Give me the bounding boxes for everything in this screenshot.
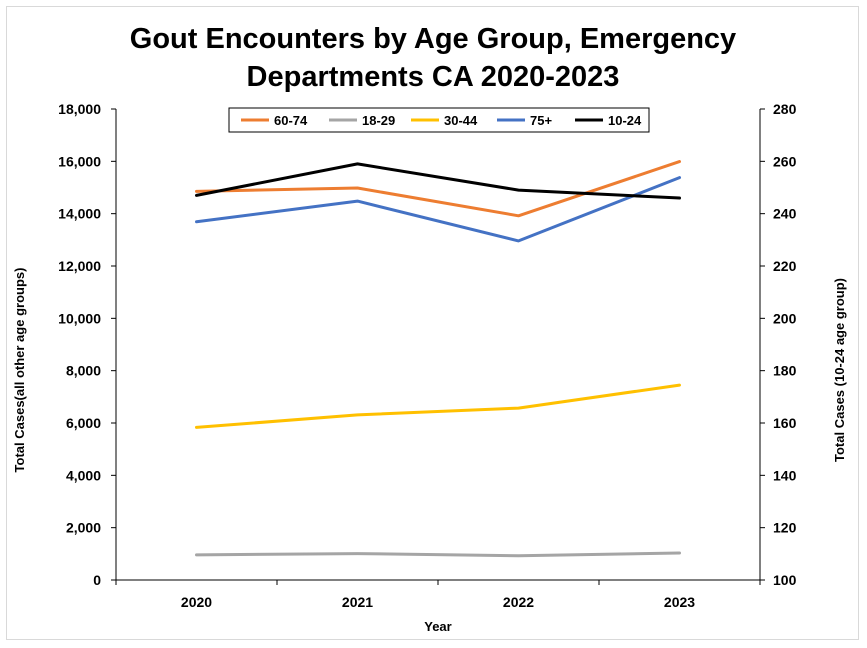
legend-label-60-74: 60-74	[274, 113, 308, 128]
right-y-tick-label: 180	[773, 363, 797, 379]
legend-label-10-24: 10-24	[608, 113, 642, 128]
series-line-75+	[195, 176, 681, 243]
left-y-ticks: 0 2,000 4,000 6,000 8,000 10,000 12,000 14,000 1…	[58, 101, 116, 588]
series-line-10-24	[195, 162, 681, 200]
series-lines	[195, 160, 681, 558]
right-y-tick-label: 100	[773, 572, 797, 588]
right-y-tick-label: 240	[773, 206, 797, 222]
right-y-tick-label: 140	[773, 467, 797, 483]
right-y-tick-label: 160	[773, 415, 797, 431]
series-line-60-74	[195, 160, 681, 218]
axes	[115, 109, 761, 581]
left-y-tick-label: 0	[93, 572, 101, 588]
right-y-tick-label: 220	[773, 258, 797, 274]
left-y-tick-label: 6,000	[66, 415, 101, 431]
x-tick-label: 2022	[503, 594, 534, 610]
left-y-tick-label: 18,000	[58, 101, 101, 117]
legend-label-30-44: 30-44	[444, 113, 478, 128]
legend: 60-74 18-29 30-44 75+ 10-24	[228, 107, 650, 133]
x-tick-label: 2020	[181, 594, 212, 610]
left-y-tick-label: 14,000	[58, 206, 101, 222]
right-y-ticks: 100 120 140 160 180 200 220 240 260 280	[760, 101, 797, 588]
x-ticks: 2020 2021 2022 2023	[115, 580, 761, 610]
left-y-axis-label: Total Cases(all other age groups)	[12, 268, 27, 473]
right-y-tick-label: 120	[773, 520, 797, 536]
series-line-18-29	[195, 551, 681, 558]
right-y-tick-label: 280	[773, 101, 797, 117]
left-y-tick-label: 16,000	[58, 153, 101, 169]
x-tick-label: 2021	[342, 594, 373, 610]
chart-title-line1: Gout Encounters by Age Group, Emergency	[130, 23, 736, 55]
right-y-tick-label: 260	[773, 153, 797, 169]
left-y-tick-label: 10,000	[58, 310, 101, 326]
legend-label-75+: 75+	[530, 113, 552, 128]
right-y-axis-label: Total Cases (10-24 age group)	[832, 278, 847, 462]
series-line-30-44	[195, 383, 681, 429]
x-tick-label: 2023	[664, 594, 695, 610]
x-axis-label: Year	[424, 619, 451, 634]
left-y-tick-label: 12,000	[58, 258, 101, 274]
left-y-tick-label: 4,000	[66, 467, 101, 483]
left-y-tick-label: 2,000	[66, 520, 101, 536]
right-y-tick-label: 200	[773, 310, 797, 326]
chart-title-line2: Departments CA 2020-2023	[247, 61, 620, 93]
legend-label-18-29: 18-29	[362, 113, 395, 128]
left-y-tick-label: 8,000	[66, 363, 101, 379]
